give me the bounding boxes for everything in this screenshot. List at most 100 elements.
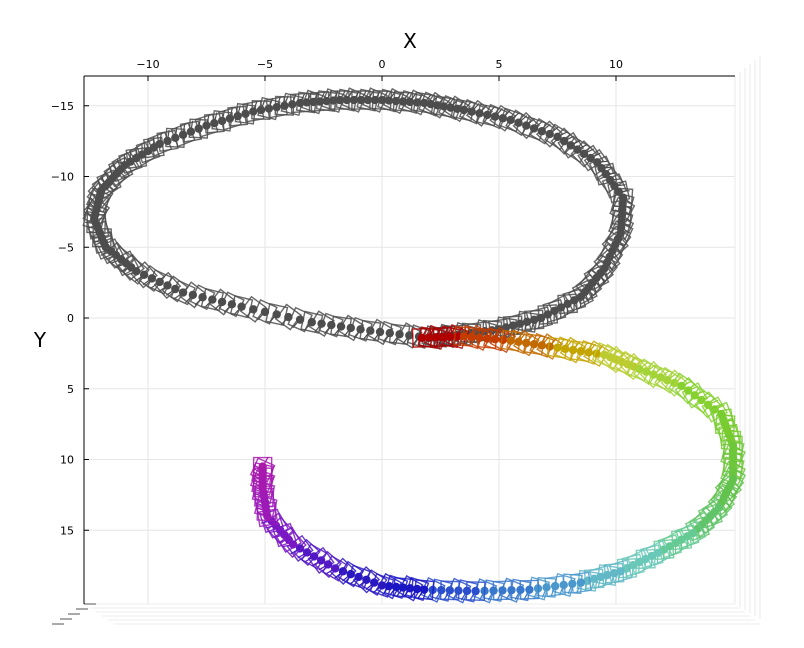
y-tick-label: 10 xyxy=(60,454,74,467)
camera-frame xyxy=(280,92,305,117)
camera-frame xyxy=(307,546,335,574)
y-tick-label: −10 xyxy=(51,171,74,184)
camera-point xyxy=(642,367,651,376)
camera-point xyxy=(514,337,523,347)
camera-point xyxy=(697,395,706,405)
camera-frame xyxy=(571,279,598,306)
camera-frame xyxy=(576,569,599,592)
camera-point xyxy=(346,323,355,333)
camera-frame xyxy=(466,324,493,352)
camera-frame xyxy=(714,475,742,503)
camera-point xyxy=(561,344,570,354)
camera-point xyxy=(295,544,305,553)
x-tick-label: −5 xyxy=(257,58,273,71)
camera-frame xyxy=(445,577,472,604)
series-0 xyxy=(82,87,636,350)
camera-frame xyxy=(583,340,610,368)
camera-frame xyxy=(512,329,540,357)
camera-frame xyxy=(419,576,446,603)
camera-frame xyxy=(96,169,122,195)
camera-point xyxy=(490,112,500,121)
camera-frame xyxy=(557,131,585,159)
camera-point xyxy=(405,331,414,340)
camera-point xyxy=(233,111,242,121)
camera-frame xyxy=(165,127,186,148)
camera-frame xyxy=(143,136,165,159)
camera-frame xyxy=(329,557,357,586)
camera-frame xyxy=(208,288,236,316)
camera-frame xyxy=(272,522,297,548)
y-tick-label: −15 xyxy=(51,100,74,113)
camera-frame xyxy=(609,196,636,223)
camera-frame xyxy=(616,558,637,579)
camera-frame xyxy=(697,503,723,529)
camera-point xyxy=(171,284,180,294)
back-panes xyxy=(52,56,761,625)
camera-frame xyxy=(443,95,471,123)
camera-point xyxy=(241,109,250,118)
camera-point xyxy=(295,315,305,324)
camera-point xyxy=(225,114,235,123)
camera-frame xyxy=(498,577,525,603)
camera-frame xyxy=(239,295,267,323)
camera-point xyxy=(155,139,164,149)
x-tick-label: 10 xyxy=(609,58,623,71)
y-tick-label: 5 xyxy=(67,383,74,396)
camera-point xyxy=(249,107,258,116)
camera-point xyxy=(323,560,333,569)
camera-frame xyxy=(211,110,233,132)
camera-point xyxy=(186,127,196,136)
camera-frame xyxy=(375,572,403,600)
camera-frame xyxy=(300,89,326,115)
camera-frame xyxy=(525,576,551,601)
camera-frame xyxy=(234,102,257,125)
camera-point xyxy=(703,400,713,409)
x-tick-label: 5 xyxy=(496,58,503,71)
camera-point xyxy=(579,149,589,159)
camera-frame xyxy=(249,467,276,494)
camera-frame xyxy=(107,245,135,273)
series-1 xyxy=(249,323,747,604)
camera-frame xyxy=(82,195,111,224)
camera-point xyxy=(317,319,326,328)
camera-point xyxy=(641,554,650,564)
camera-point xyxy=(656,373,665,382)
camera-frame xyxy=(512,111,541,140)
camera-point xyxy=(302,548,312,557)
camera-point xyxy=(498,335,508,345)
camera-frame xyxy=(352,566,381,594)
camera-frame xyxy=(601,231,629,259)
camera-frame xyxy=(701,396,728,423)
camera-frame xyxy=(557,293,579,315)
y-ticks: −15 −10 −5 0 5 10 15 xyxy=(51,100,89,537)
camera-frame xyxy=(257,96,281,121)
x-tick-label: −10 xyxy=(136,58,159,71)
camera-point xyxy=(260,307,270,317)
camera-frame xyxy=(274,303,302,331)
camera-frame xyxy=(92,227,112,248)
camera-point xyxy=(514,118,523,127)
camera-point xyxy=(559,136,569,146)
camera-frame xyxy=(279,530,307,559)
camera-frame xyxy=(489,326,517,354)
camera-point xyxy=(375,327,385,337)
series-layer xyxy=(82,87,747,604)
camera-frame xyxy=(607,214,635,241)
camera-point xyxy=(593,158,602,167)
camera-frame xyxy=(599,237,626,264)
camera-point xyxy=(683,386,693,395)
camera-frame xyxy=(714,414,736,435)
camera-point xyxy=(258,462,267,471)
camera-point xyxy=(309,552,319,561)
camera-frame xyxy=(286,534,314,562)
camera-point xyxy=(677,381,686,391)
camera-point xyxy=(536,313,546,323)
camera-frame xyxy=(720,443,746,470)
camera-frame xyxy=(489,104,517,132)
camera-point xyxy=(553,132,562,142)
camera-point xyxy=(210,119,219,128)
camera-frame xyxy=(122,257,150,285)
camera-point xyxy=(272,102,281,112)
camera-frame xyxy=(471,578,498,604)
camera-point xyxy=(202,121,211,130)
